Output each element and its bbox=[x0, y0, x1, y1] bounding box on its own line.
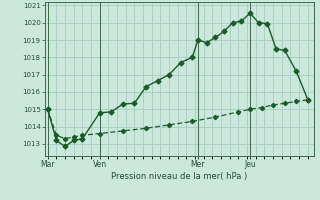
X-axis label: Pression niveau de la mer( hPa ): Pression niveau de la mer( hPa ) bbox=[111, 172, 247, 181]
